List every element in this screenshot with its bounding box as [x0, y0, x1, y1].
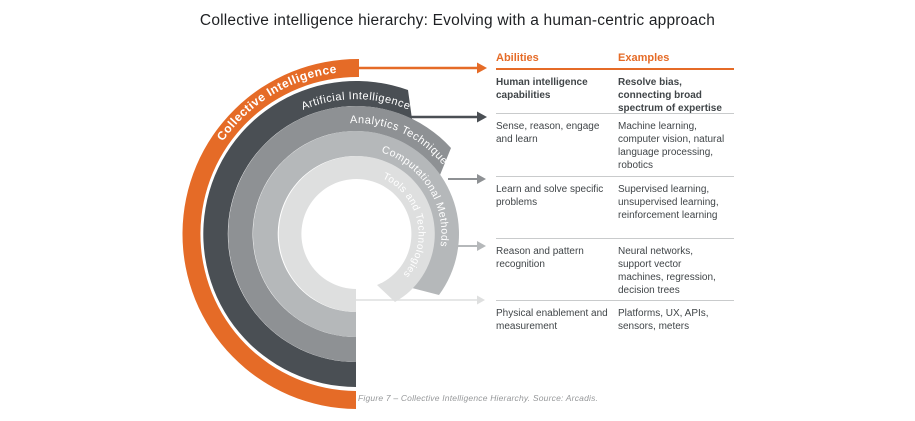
example-cell: Neural networks, support vector machines…: [618, 246, 716, 296]
arrow-tools-and-technologies-head: [477, 295, 485, 305]
figure-caption: Figure 7 – Collective Intelligence Hiera…: [358, 393, 599, 403]
example-cell: Platforms, UX, APIs, sensors, meters: [618, 308, 709, 332]
arrow-analytics-techniques-head: [477, 174, 486, 184]
table-row: Human intelligence capabilities Resolve …: [496, 70, 734, 114]
table-row: Physical enablement and measurement Plat…: [496, 301, 734, 347]
arrow-artificial-intelligence-head: [477, 111, 487, 123]
ability-cell: Reason and pattern recognition: [496, 246, 584, 270]
ring-tools-and-technologies: [278, 156, 435, 312]
ability-cell: Learn and solve specific problems: [496, 184, 604, 208]
ability-cell: Human intelligence capabilities: [496, 77, 588, 101]
table-header-row: Abilities Examples: [496, 52, 734, 70]
arrow-collective-intelligence-head: [477, 62, 487, 74]
ring-analytics-techniques: [228, 106, 451, 362]
ability-cell: Sense, reason, engage and learn: [496, 121, 600, 145]
example-cell: Resolve bias, connecting broad spectrum …: [618, 77, 722, 114]
ring-collective-intelligence: [182, 58, 359, 410]
example-cell: Machine learning, computer vision, natur…: [618, 121, 725, 171]
table-row: Learn and solve specific problems Superv…: [496, 177, 734, 239]
arrow-computational-methods-head: [477, 241, 486, 251]
column-header-abilities: Abilities: [496, 52, 539, 64]
table-row: Sense, reason, engage and learn Machine …: [496, 114, 734, 177]
column-header-examples: Examples: [618, 52, 670, 64]
figure-title: Collective intelligence hierarchy: Evolv…: [199, 12, 716, 29]
table-row: Reason and pattern recognition Neural ne…: [496, 239, 734, 301]
abilities-table: Abilities Examples Human intelligence ca…: [496, 52, 734, 347]
example-cell: Supervised learning, unsupervised learni…: [618, 184, 719, 221]
ability-cell: Physical enablement and measurement: [496, 308, 608, 332]
